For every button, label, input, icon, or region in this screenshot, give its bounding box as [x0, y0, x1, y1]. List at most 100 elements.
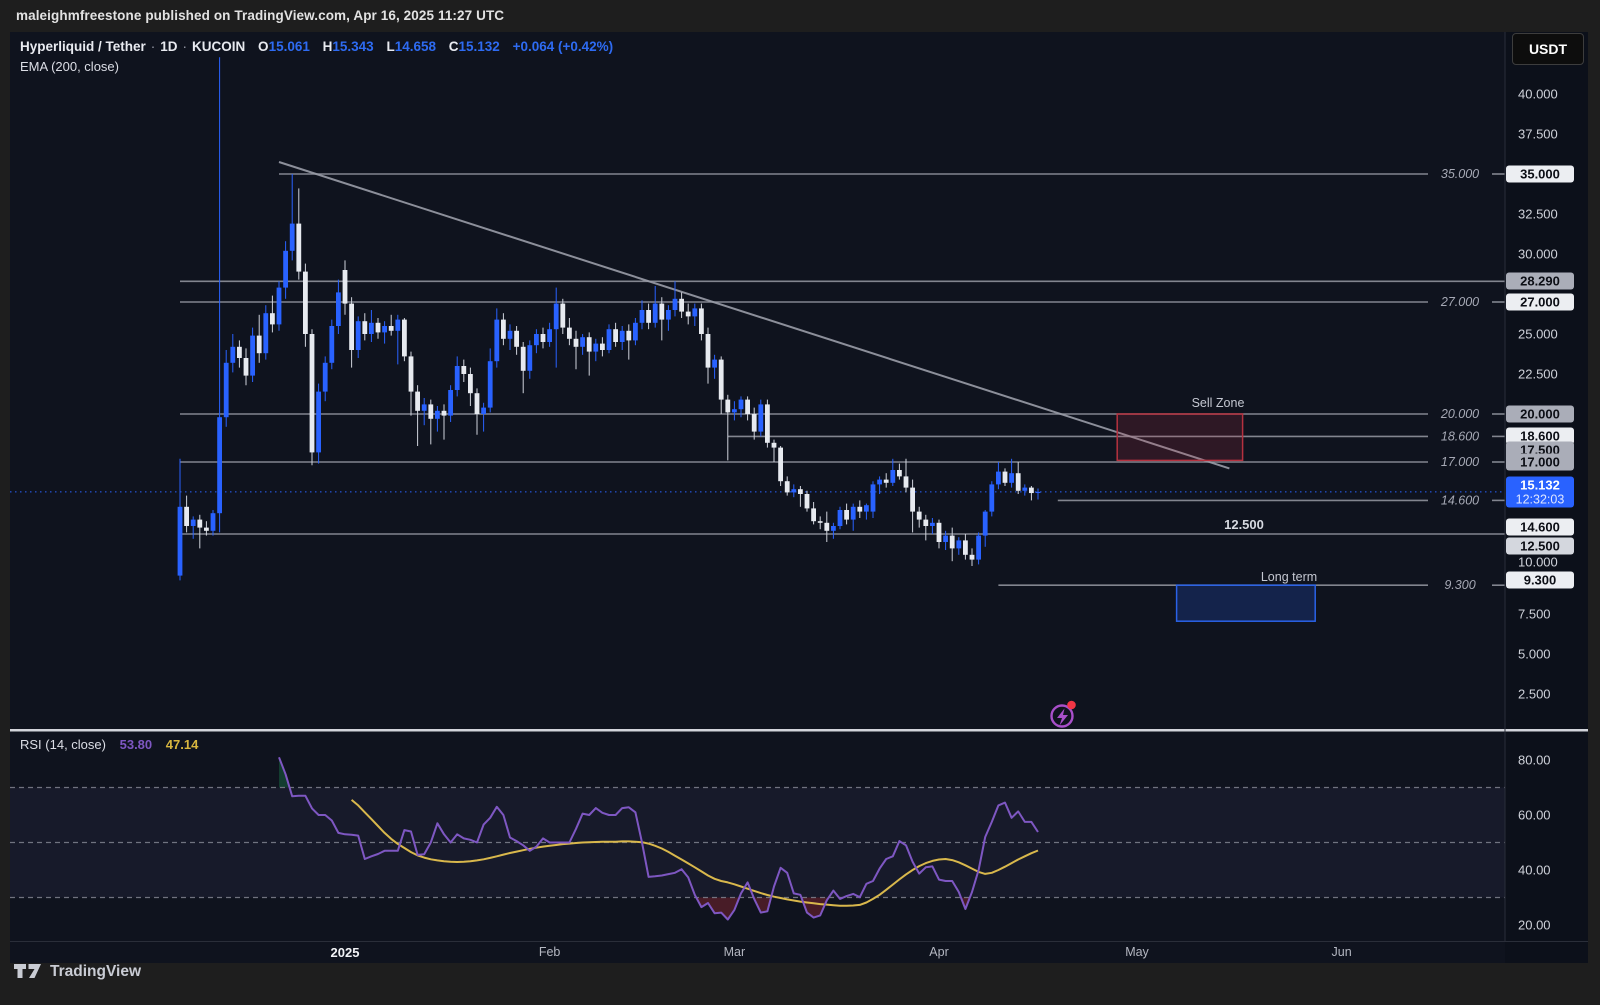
candle-body — [817, 521, 823, 523]
high-value: 15.343 — [332, 39, 374, 54]
candle-body — [316, 391, 321, 453]
candle-body — [646, 310, 651, 323]
time-axis-label: May — [1125, 945, 1149, 959]
price-level-badge: 27.000 — [1506, 293, 1574, 311]
price-axis-label: 5.000 — [1518, 646, 1551, 662]
candle-body — [837, 510, 843, 526]
chart-background — [10, 32, 1588, 963]
pane-divider[interactable] — [10, 729, 1588, 732]
candle-body — [1009, 473, 1014, 483]
candle-body — [751, 414, 757, 432]
long-term-label[interactable]: Long term — [1261, 570, 1317, 584]
candle-body — [765, 404, 770, 443]
candle-body — [791, 489, 797, 493]
price-level-badge: 35.000 — [1506, 165, 1574, 183]
price-axis-label: 25.000 — [1518, 326, 1558, 342]
candle-body — [870, 484, 876, 512]
price-level-badge: 12.500 — [1506, 537, 1574, 555]
candle-body — [250, 335, 255, 376]
candle-body — [850, 506, 856, 520]
long-term-box[interactable] — [1175, 584, 1316, 622]
symbol-title[interactable]: Hyperliquid / Tether — [20, 39, 146, 54]
candle-body — [230, 346, 236, 363]
candle-body — [633, 322, 638, 341]
candle-body — [402, 319, 407, 357]
ema-indicator-legend[interactable]: EMA (200, close) — [20, 59, 119, 74]
close-label: C — [448, 39, 459, 54]
candle-body — [666, 310, 671, 320]
candle-body — [699, 308, 704, 334]
price-level-label: 17.000 — [1441, 455, 1479, 469]
low-label: L — [386, 39, 395, 54]
candle-body — [197, 519, 203, 528]
candle-body — [738, 399, 744, 410]
candle-body — [355, 321, 361, 350]
symbol-legend[interactable]: Hyperliquid / Tether · 1D · KUCOIN O15.061 H… — [20, 39, 613, 54]
open-value: 15.061 — [268, 39, 310, 54]
candle-body — [270, 313, 275, 325]
price-axis-label: 10.000 — [1518, 554, 1558, 570]
candle-body — [501, 319, 506, 339]
tradingview-logo[interactable]: TradingView — [14, 963, 141, 981]
candle-body — [943, 535, 948, 542]
candle-body — [573, 338, 579, 347]
price-axis-label: 32.500 — [1518, 206, 1558, 222]
candle-body — [553, 303, 559, 330]
high-label: H — [322, 39, 333, 54]
candle-body — [857, 506, 863, 512]
price-level-badge: 20.000 — [1506, 405, 1574, 423]
rsi-axis-label: 40.00 — [1518, 862, 1551, 878]
time-axis-label: Feb — [538, 945, 561, 959]
candle-body — [778, 447, 783, 482]
price-level-label: 12.500 — [1224, 517, 1264, 532]
candle-body — [784, 481, 790, 493]
interval[interactable]: 1D — [160, 39, 178, 54]
candle-body — [672, 298, 678, 310]
candle-body — [336, 292, 341, 326]
trendline[interactable] — [278, 161, 1230, 470]
time-axis-label: Mar — [723, 945, 746, 959]
sell-zone-box[interactable] — [1116, 413, 1244, 462]
price-axis-label: 37.500 — [1518, 126, 1558, 142]
candle-body — [289, 223, 295, 251]
candle-body — [903, 476, 909, 488]
candle-body — [659, 303, 665, 320]
candle-body — [441, 410, 447, 416]
price-axis-label: 7.500 — [1518, 606, 1551, 622]
candle-body — [474, 393, 480, 414]
candle-body — [534, 334, 539, 346]
currency-toggle-button[interactable]: USDT — [1512, 33, 1584, 65]
reaction-spark-icon[interactable] — [1050, 700, 1076, 728]
candle-body — [507, 330, 513, 339]
candle-body — [421, 404, 427, 411]
candle-body — [864, 505, 869, 512]
candle-body — [514, 330, 519, 347]
candle-body — [1002, 471, 1008, 483]
candle-body — [243, 358, 249, 376]
price-level-label: 18.600 — [1441, 429, 1479, 443]
candle-body — [606, 329, 612, 350]
candle-body — [487, 361, 493, 408]
price-level-badge: 14.600 — [1506, 518, 1574, 536]
candle-body — [883, 479, 889, 483]
candle-body — [969, 554, 975, 560]
candle-body — [263, 313, 269, 354]
price-level-label: 9.300 — [1444, 578, 1475, 592]
time-axis-label: Apr — [929, 945, 949, 959]
rsi-axis-label: 80.00 — [1518, 752, 1551, 768]
published-bar-text: maleighmfreestone published on TradingVi… — [16, 8, 505, 23]
candle-body — [210, 513, 216, 531]
rsi-title[interactable]: RSI (14, close) — [20, 737, 106, 752]
rsi-indicator-legend[interactable]: RSI (14, close) 53.80 47.14 — [20, 737, 198, 752]
price-axis-label: 2.500 — [1518, 686, 1551, 702]
candle-body — [481, 407, 486, 414]
close-value: 15.132 — [458, 39, 500, 54]
candle-body — [897, 470, 902, 477]
sell-zone-label[interactable]: Sell Zone — [1192, 396, 1245, 410]
candle-body — [989, 484, 995, 512]
candle-body — [296, 223, 302, 272]
candle-body — [520, 346, 526, 371]
candle-body — [1035, 491, 1041, 494]
price-axis-label: 30.000 — [1518, 246, 1558, 262]
